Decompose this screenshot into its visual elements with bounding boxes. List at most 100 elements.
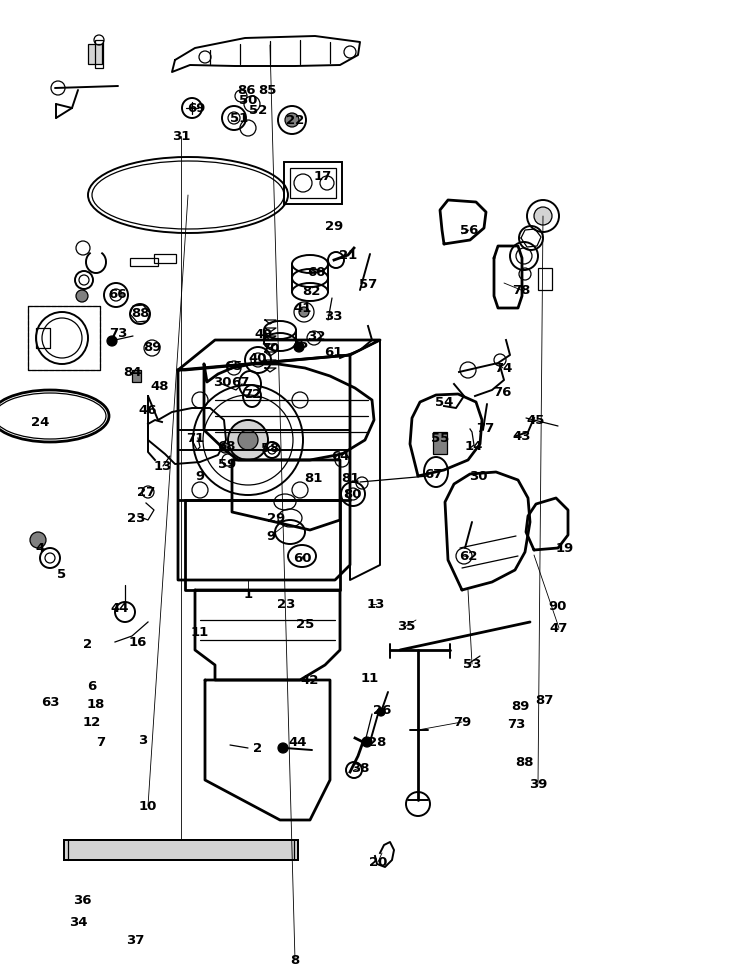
Text: 49: 49	[255, 327, 273, 340]
Bar	[95, 40, 103, 68]
Text: 60: 60	[307, 266, 326, 278]
Text: 63: 63	[40, 696, 59, 709]
Text: 85: 85	[258, 84, 276, 97]
Circle shape	[75, 271, 93, 289]
Text: 13: 13	[154, 460, 173, 472]
Text: 38: 38	[351, 761, 369, 774]
Text: 59: 59	[217, 458, 236, 470]
Text: 30: 30	[213, 375, 231, 388]
Text: 37: 37	[126, 934, 144, 947]
Text: 23: 23	[277, 598, 296, 611]
Text: 31: 31	[172, 129, 190, 142]
Text: 74: 74	[494, 362, 512, 374]
Text: 34: 34	[69, 915, 87, 928]
Text: 46: 46	[139, 404, 158, 416]
Text: 36: 36	[73, 894, 92, 906]
Text: 71: 71	[186, 431, 204, 445]
Text: 11: 11	[190, 625, 209, 639]
Text: 53: 53	[463, 658, 482, 670]
Text: 89: 89	[511, 700, 530, 712]
Text: 10: 10	[139, 800, 158, 812]
Text: 43: 43	[513, 429, 531, 443]
Text: 2: 2	[254, 742, 262, 755]
Text: 90: 90	[549, 600, 567, 612]
Text: 33: 33	[324, 310, 342, 322]
Text: 18: 18	[87, 698, 105, 710]
Bar	[538, 268, 552, 290]
Text: 28: 28	[368, 736, 386, 749]
Text: 89: 89	[142, 340, 161, 354]
Bar	[433, 432, 447, 454]
Circle shape	[76, 290, 88, 302]
Text: 64: 64	[331, 450, 350, 463]
Text: 65: 65	[224, 360, 242, 372]
Text: 78: 78	[512, 283, 530, 297]
Text: 11: 11	[361, 671, 379, 684]
Text: 12: 12	[82, 715, 101, 728]
Circle shape	[285, 113, 299, 127]
Text: 66: 66	[108, 287, 126, 301]
Text: 2: 2	[83, 638, 92, 651]
Text: 70: 70	[261, 341, 279, 355]
Text: 35: 35	[397, 619, 416, 632]
Text: 56: 56	[460, 223, 478, 236]
Bar	[154, 254, 176, 263]
Text: 16: 16	[129, 635, 147, 649]
Text: 22: 22	[286, 114, 304, 126]
Bar	[284, 162, 342, 204]
Text: 27: 27	[136, 485, 155, 499]
Text: 84: 84	[124, 366, 142, 378]
Text: 17: 17	[314, 171, 332, 183]
Circle shape	[107, 336, 117, 346]
Circle shape	[377, 708, 385, 716]
Text: 68: 68	[217, 439, 236, 453]
Text: 23: 23	[127, 512, 146, 524]
Bar	[88, 44, 102, 64]
Text: 9: 9	[266, 529, 275, 543]
Text: 88: 88	[132, 307, 150, 319]
Text: 51: 51	[230, 112, 248, 124]
Text: 73: 73	[507, 717, 525, 730]
Text: 47: 47	[550, 621, 568, 634]
Text: 67: 67	[424, 467, 442, 480]
Text: 77: 77	[476, 421, 494, 434]
Text: 69: 69	[187, 102, 206, 115]
Text: 6: 6	[87, 679, 97, 693]
Circle shape	[278, 743, 288, 753]
Text: 48: 48	[151, 379, 170, 393]
Bar	[132, 370, 141, 382]
Text: 29: 29	[325, 220, 343, 232]
Text: 7: 7	[97, 736, 106, 749]
Text: 60: 60	[292, 552, 311, 564]
Text: 79: 79	[453, 715, 471, 728]
Text: 81: 81	[304, 471, 322, 484]
Circle shape	[228, 420, 268, 460]
Text: 4: 4	[35, 542, 45, 555]
Text: 75: 75	[290, 337, 308, 351]
Text: 14: 14	[465, 439, 483, 453]
Text: 40: 40	[249, 352, 267, 365]
Bar	[130, 258, 158, 266]
Text: 42: 42	[301, 673, 320, 687]
Text: 30: 30	[469, 469, 488, 482]
Text: 57: 57	[358, 277, 377, 290]
Text: 80: 80	[343, 487, 362, 501]
Text: 13: 13	[367, 598, 386, 611]
Text: 87: 87	[535, 694, 554, 707]
Text: 3: 3	[138, 733, 148, 747]
Text: 19: 19	[556, 542, 574, 555]
Circle shape	[30, 532, 46, 548]
Text: 25: 25	[296, 617, 314, 630]
Text: 61: 61	[324, 346, 342, 359]
Circle shape	[220, 443, 230, 453]
Circle shape	[294, 342, 304, 352]
Bar	[64, 840, 298, 860]
Text: 41: 41	[294, 302, 312, 315]
Text: 86: 86	[238, 84, 256, 97]
Text: 39: 39	[529, 777, 548, 791]
Text: 24: 24	[31, 416, 50, 428]
Text: 55: 55	[430, 431, 449, 445]
Text: 76: 76	[493, 385, 512, 399]
Text: 26: 26	[373, 704, 392, 716]
Bar	[64, 840, 298, 860]
